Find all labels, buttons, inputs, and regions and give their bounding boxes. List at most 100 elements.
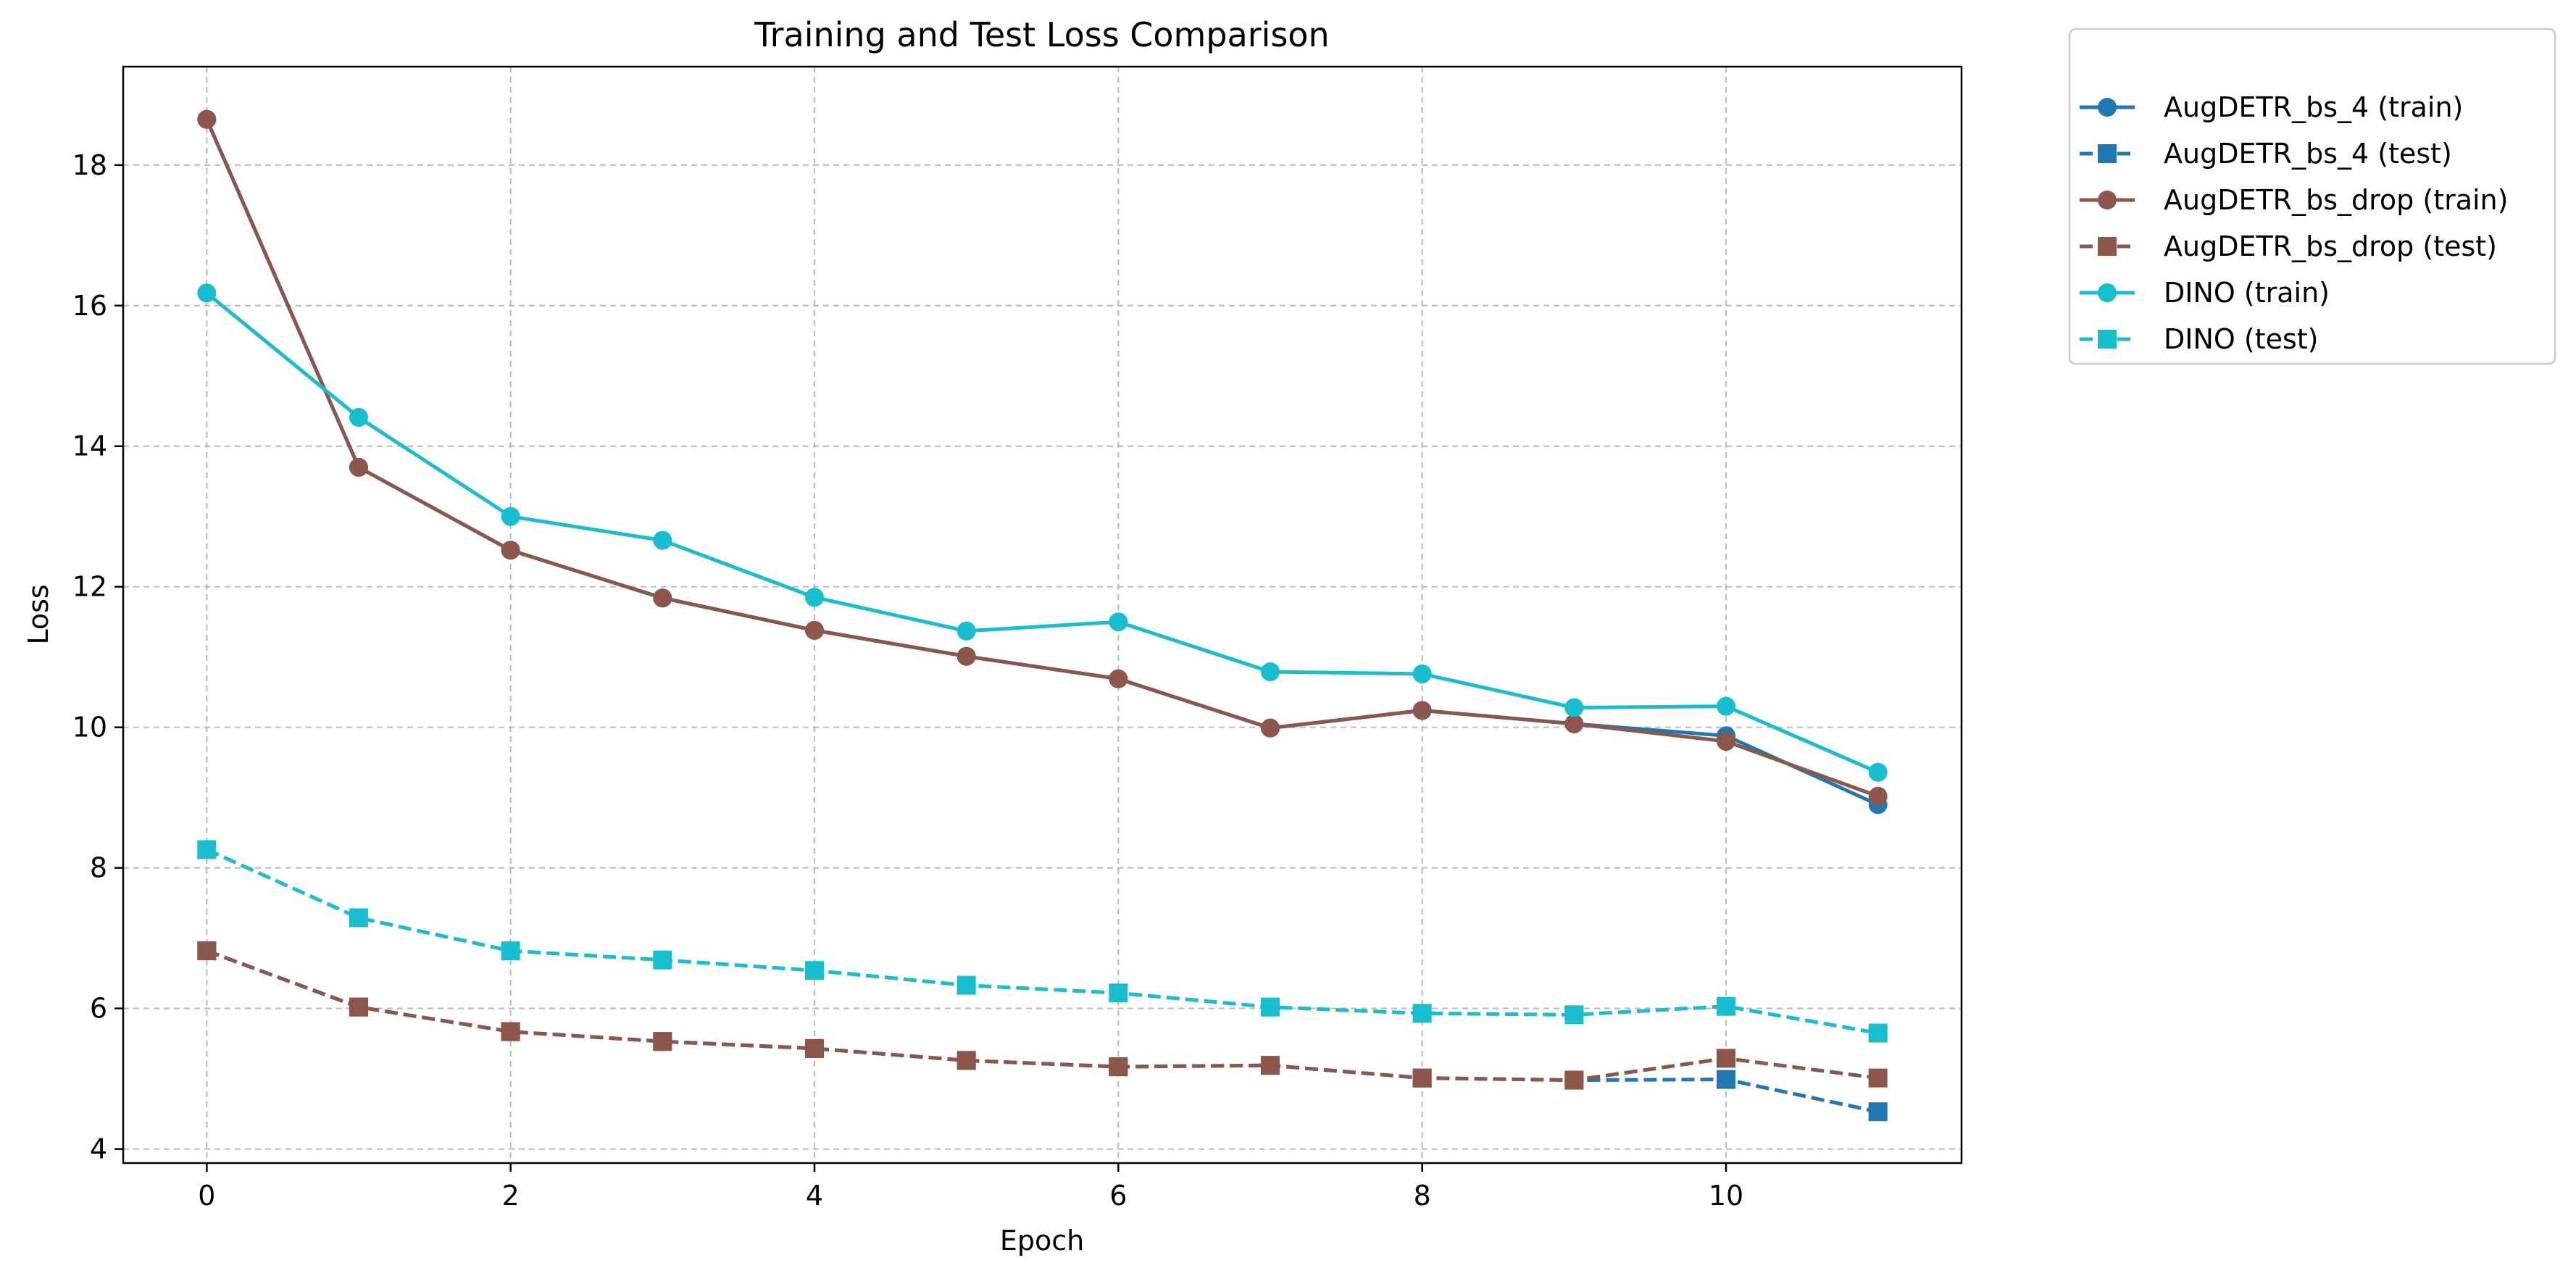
data-point bbox=[1868, 762, 1888, 782]
y-tick-label: 10 bbox=[72, 712, 107, 743]
legend-entry: AugDETR_bs_4 (train) bbox=[2080, 91, 2463, 123]
series-4 bbox=[197, 283, 1888, 782]
x-tick-label: 10 bbox=[1709, 1180, 1743, 1212]
data-point bbox=[804, 588, 824, 607]
data-point bbox=[1717, 996, 1736, 1016]
data-point bbox=[1109, 612, 1128, 632]
data-point bbox=[349, 407, 368, 427]
data-point bbox=[804, 961, 824, 980]
data-point bbox=[956, 646, 976, 666]
data-point bbox=[653, 588, 672, 608]
data-point bbox=[349, 908, 368, 928]
data-point bbox=[197, 283, 217, 303]
series-line bbox=[206, 848, 1879, 1036]
y-tick-label: 18 bbox=[72, 149, 107, 181]
data-point bbox=[956, 621, 976, 641]
data-point bbox=[1564, 698, 1584, 717]
legend-entry: DINO (test) bbox=[2080, 323, 2319, 355]
y-tick-label: 8 bbox=[90, 852, 107, 884]
x-axis-title: Epoch bbox=[1000, 1225, 1084, 1257]
legend-box bbox=[2068, 28, 2556, 365]
data-point bbox=[1717, 1070, 1736, 1089]
data-point bbox=[1868, 1102, 1888, 1122]
legend-marker bbox=[2098, 144, 2117, 163]
y-tick-label: 14 bbox=[72, 430, 107, 462]
legend-marker bbox=[2098, 237, 2117, 256]
data-point bbox=[653, 530, 672, 550]
data-point bbox=[197, 109, 217, 129]
legend-label: AugDETR_bs_drop (train) bbox=[2164, 184, 2508, 216]
data-point bbox=[1564, 1070, 1584, 1090]
data-point bbox=[1412, 1068, 1432, 1088]
data-point bbox=[804, 1038, 824, 1058]
legend: AugDETR_bs_4 (train) AugDETR_bs_4 (test) A… bbox=[2068, 28, 2556, 365]
data-point bbox=[956, 1051, 976, 1070]
data-point bbox=[1261, 997, 1280, 1017]
data-point bbox=[1261, 718, 1280, 738]
data-point bbox=[1109, 669, 1128, 688]
legend-entry: AugDETR_bs_4 (test) bbox=[2080, 138, 2452, 170]
data-point bbox=[653, 950, 672, 970]
grid bbox=[123, 67, 1962, 1163]
data-point bbox=[1564, 1005, 1584, 1025]
legend-label: AugDETR_bs_4 (train) bbox=[2164, 91, 2463, 123]
data-point bbox=[804, 620, 824, 640]
data-point bbox=[501, 941, 520, 961]
data-point bbox=[1261, 1056, 1280, 1075]
x-tick-label: 0 bbox=[198, 1180, 215, 1212]
data-point bbox=[1717, 732, 1736, 751]
y-tick-label: 12 bbox=[72, 571, 107, 603]
series-layer bbox=[197, 109, 1888, 1122]
data-point bbox=[1412, 664, 1432, 683]
legend-label: AugDETR_bs_4 (test) bbox=[2164, 138, 2452, 170]
data-point bbox=[1261, 662, 1280, 682]
y-tick-label: 16 bbox=[72, 290, 107, 322]
data-point bbox=[956, 975, 976, 995]
series-5 bbox=[197, 840, 1888, 1043]
legend-label: DINO (train) bbox=[2164, 277, 2330, 309]
series-2 bbox=[197, 109, 1888, 806]
chart-title: Training and Test Loss Comparison bbox=[754, 15, 1329, 54]
series-line bbox=[206, 949, 1879, 1083]
series-line bbox=[205, 291, 1879, 775]
y-tick-label: 4 bbox=[90, 1133, 107, 1165]
x-tick-label: 6 bbox=[1109, 1180, 1127, 1212]
data-point bbox=[1109, 1057, 1128, 1077]
y-tick-label: 6 bbox=[90, 993, 107, 1025]
data-point bbox=[1868, 1068, 1888, 1088]
data-point bbox=[501, 1022, 520, 1041]
data-point bbox=[1868, 786, 1888, 806]
data-point bbox=[1868, 1023, 1888, 1043]
legend-label: AugDETR_bs_drop (test) bbox=[2164, 230, 2497, 262]
legend-marker bbox=[2098, 283, 2117, 302]
series-3 bbox=[197, 941, 1888, 1090]
data-point bbox=[653, 1032, 672, 1051]
data-point bbox=[197, 941, 217, 961]
plot-frame bbox=[122, 65, 1963, 1165]
data-point bbox=[197, 840, 217, 859]
x-tick-label: 8 bbox=[1414, 1180, 1431, 1212]
data-point bbox=[1109, 983, 1128, 1003]
legend-entry: AugDETR_bs_drop (train) bbox=[2080, 184, 2508, 216]
x-axis: 0 2 4 6 8 10 bbox=[198, 1163, 1743, 1212]
legend-label: DINO (test) bbox=[2164, 323, 2319, 355]
data-point bbox=[1412, 701, 1432, 720]
data-point bbox=[1717, 1049, 1736, 1068]
data-point bbox=[1717, 696, 1736, 716]
data-point bbox=[501, 507, 520, 526]
data-point bbox=[349, 457, 368, 477]
x-tick-label: 4 bbox=[806, 1180, 823, 1212]
data-point bbox=[501, 541, 520, 560]
x-tick-label: 2 bbox=[502, 1180, 520, 1212]
data-point bbox=[349, 997, 368, 1017]
legend-marker bbox=[2098, 191, 2117, 209]
series-line bbox=[205, 118, 1879, 799]
data-point bbox=[1412, 1004, 1432, 1023]
data-point bbox=[1564, 714, 1584, 733]
y-axis-title: Loss bbox=[22, 584, 54, 644]
legend-marker bbox=[2098, 330, 2117, 349]
y-axis: 4 6 8 10 12 14 16 18 bbox=[72, 149, 123, 1165]
legend-entry: DINO (train) bbox=[2080, 277, 2330, 309]
legend-entry: AugDETR_bs_drop (test) bbox=[2080, 230, 2497, 262]
